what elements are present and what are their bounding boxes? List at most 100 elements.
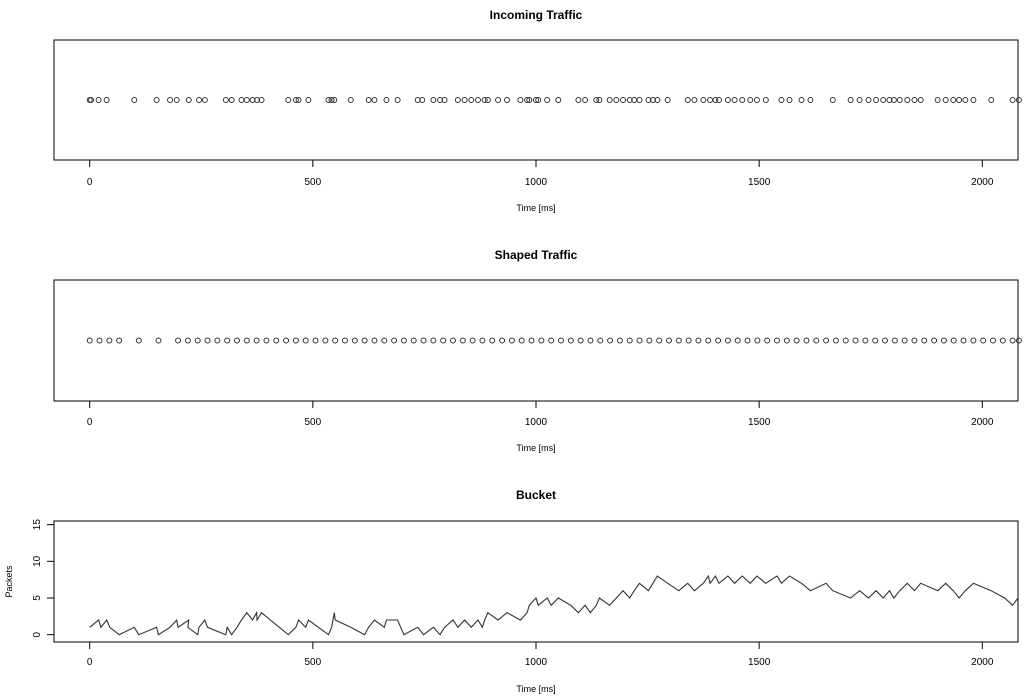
shaped-data-point [656, 337, 663, 344]
shaped-data-point [420, 337, 427, 344]
incoming-data-point [950, 97, 957, 103]
shaped-data-point [940, 337, 947, 344]
shaped-data-point [175, 337, 182, 344]
shaped-data-point [597, 337, 604, 344]
shaped-data-point [499, 337, 506, 344]
shaped-data-point [184, 337, 191, 344]
incoming-data-point [285, 97, 292, 103]
shaped-data-point [1009, 337, 1016, 344]
incoming-data-point [739, 97, 746, 103]
incoming-data-point [596, 97, 603, 103]
incoming-data-point [886, 97, 893, 103]
bucket-y-tick-label: 15 [32, 519, 43, 531]
incoming-x-axis-label: Time [ms] [516, 203, 555, 213]
incoming-data-point [649, 97, 656, 103]
shaped-data-point [391, 337, 398, 344]
incoming-data-point [942, 97, 949, 103]
incoming-data-point [786, 97, 793, 103]
incoming-x-tick-label: 1500 [748, 177, 771, 188]
incoming-data-point [904, 97, 911, 103]
incoming-data-point [103, 97, 110, 103]
incoming-data-point [645, 97, 652, 103]
shaped-data-point [518, 337, 525, 344]
shaped-x-tick-label: 1000 [525, 417, 548, 428]
incoming-data-point [724, 97, 731, 103]
incoming-data-point [856, 97, 863, 103]
incoming-data-point [196, 97, 203, 103]
bucket-plot-frame [53, 520, 1019, 643]
shaped-x-axis-label: Time [ms] [516, 443, 555, 453]
incoming-data-point [254, 97, 261, 103]
incoming-data-point [173, 97, 180, 103]
incoming-data-point [495, 97, 502, 103]
incoming-data-point [798, 97, 805, 103]
shaped-data-point [607, 337, 614, 344]
incoming-data-point [956, 97, 963, 103]
incoming-data-point [606, 97, 613, 103]
shaped-data-point [508, 337, 515, 344]
shaped-data-point [341, 337, 348, 344]
shaped-plot-frame [53, 279, 1019, 402]
shaped-data-point [764, 337, 771, 344]
shaped-data-point [479, 337, 486, 344]
incoming-data-point [934, 97, 941, 103]
incoming-data-point [437, 97, 444, 103]
shaped-data-point [567, 337, 574, 344]
shaped-data-point [489, 337, 496, 344]
incoming-data-point [517, 97, 524, 103]
incoming-data-point [95, 97, 102, 103]
incoming-data-point [582, 97, 589, 103]
shaped-data-point [695, 337, 702, 344]
incoming-data-point [700, 97, 707, 103]
incoming-data-point [454, 97, 461, 103]
incoming-data-point [88, 97, 95, 103]
shaped-data-point [557, 337, 564, 344]
shaped-data-point [361, 337, 368, 344]
shaped-data-point [990, 337, 997, 344]
incoming-data-point [325, 97, 332, 103]
shaped-data-point [430, 337, 437, 344]
shaped-data-point [263, 337, 270, 344]
incoming-data-point [371, 97, 378, 103]
shaped-data-point [194, 337, 201, 344]
incoming-data-point [747, 97, 754, 103]
bucket-x-axis-label: Time [ms] [516, 684, 555, 694]
shaped-data-point [214, 337, 221, 344]
incoming-data-point [731, 97, 738, 103]
incoming-data-point [847, 97, 854, 103]
shaped-data-point [292, 337, 299, 344]
bucket-y-axis-label: Packets [4, 565, 14, 598]
shaped-title: Shaped Traffic [495, 248, 578, 262]
incoming-data-point [365, 97, 372, 103]
incoming-data-point [890, 97, 897, 103]
incoming-data-point [258, 97, 265, 103]
shaped-data-point [852, 337, 859, 344]
incoming-data-point [962, 97, 969, 103]
shaped-data-point [371, 337, 378, 344]
shaped-data-point [86, 337, 93, 344]
shaped-data-point [312, 337, 319, 344]
incoming-data-point [468, 97, 475, 103]
shaped-data-point [528, 337, 535, 344]
incoming-data-point [441, 97, 448, 103]
shaped-data-point [1015, 337, 1022, 344]
incoming-data-point [880, 97, 887, 103]
shaped-data-point [243, 337, 250, 344]
shaped-data-point [813, 337, 820, 344]
shaped-data-point [862, 337, 869, 344]
incoming-data-point [328, 97, 335, 103]
shaped-data-point [469, 337, 476, 344]
incoming-x-tick-label: 500 [305, 177, 322, 188]
shaped-x-tick-label: 0 [87, 417, 93, 428]
incoming-data-point [988, 97, 995, 103]
bucket-x-tick-label: 1500 [748, 657, 771, 668]
shaped-data-point [980, 337, 987, 344]
shaped-data-point [685, 337, 692, 344]
incoming-data-point [613, 97, 620, 103]
incoming-data-point [131, 97, 138, 103]
incoming-data-point [222, 97, 229, 103]
shaped-data-point [626, 337, 633, 344]
shaped-data-point [538, 337, 545, 344]
shaped-data-point [449, 337, 456, 344]
